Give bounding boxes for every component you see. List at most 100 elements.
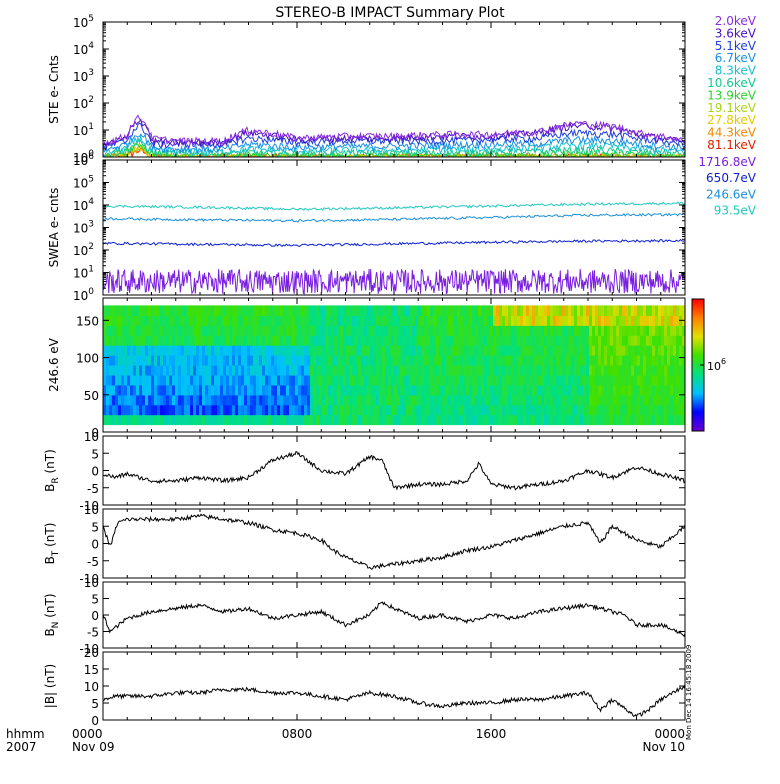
heatmap-cell: [427, 335, 431, 346]
heatmap-cell: [439, 384, 443, 396]
heatmap-cell: [442, 404, 446, 416]
heatmap-cell: [130, 384, 134, 396]
heatmap-cell: [451, 384, 455, 396]
heatmap-cell: [169, 384, 173, 396]
heatmap-cell: [631, 394, 635, 406]
heatmap-cell: [304, 404, 308, 416]
heatmap-cell: [328, 325, 332, 336]
heatmap-cell: [547, 325, 551, 336]
ste-legend-item: 10.6keV: [707, 76, 757, 90]
heatmap-cell: [469, 374, 473, 386]
heatmap-cell: [106, 414, 110, 426]
heatmap-cell: [499, 414, 503, 426]
heatmap-cell: [136, 315, 140, 326]
heatmap-cell: [376, 414, 380, 426]
heatmap-cell: [406, 315, 410, 326]
heatmap-cell: [406, 384, 410, 396]
heatmap-cell: [145, 404, 149, 416]
heatmap-cell: [136, 404, 140, 416]
heatmap-cell: [277, 345, 281, 356]
heatmap-cell: [274, 374, 278, 386]
heatmap-cell: [397, 374, 401, 386]
heatmap-cell: [439, 365, 443, 376]
heatmap-cell: [340, 305, 344, 316]
y-tick-label: 105: [73, 14, 94, 30]
heatmap-cell: [226, 374, 230, 386]
heatmap-cell: [283, 394, 287, 406]
heatmap-cell: [535, 345, 539, 356]
heatmap-cell: [613, 414, 617, 426]
heatmap-cell: [205, 374, 209, 386]
heatmap-cell: [196, 335, 200, 346]
heatmap-cell: [208, 305, 212, 316]
ste-legend-item: 27.8keV: [707, 113, 757, 127]
heatmap-cell: [220, 315, 224, 326]
heatmap-cell: [196, 414, 200, 426]
swea-line-246.6eV: [103, 212, 685, 223]
ste-legend-item: 6.7keV: [715, 51, 757, 65]
heatmap-cell: [664, 315, 668, 326]
heatmap-cell: [292, 325, 296, 336]
heatmap-cell: [421, 325, 425, 336]
heatmap-cell: [133, 374, 137, 386]
heatmap-cell: [610, 335, 614, 346]
heatmap-cell: [571, 414, 575, 426]
heatmap-cell: [151, 404, 155, 416]
heatmap-cell: [244, 335, 248, 346]
heatmap-cell: [154, 345, 158, 356]
heatmap-cell: [250, 325, 254, 336]
tick-base: 10: [73, 222, 88, 236]
heatmap-cell: [268, 305, 272, 316]
heatmap-cell: [487, 404, 491, 416]
heatmap-cell: [448, 404, 452, 416]
ylabel-unit: (nT): [43, 449, 57, 477]
heatmap-cell: [430, 315, 434, 326]
tick-exp: 1: [88, 122, 94, 132]
heatmap-cell: [148, 355, 152, 366]
heatmap-cell: [442, 365, 446, 376]
heatmap-cell: [271, 305, 275, 316]
heatmap-cell: [223, 414, 227, 426]
heatmap-cell: [130, 345, 134, 356]
heatmap-cell: [385, 414, 389, 426]
heatmap-cell: [217, 365, 221, 376]
heatmap-cell: [166, 325, 170, 336]
heatmap-cell: [679, 345, 683, 356]
heatmap-cell: [238, 335, 242, 346]
heatmap-cell: [370, 305, 374, 316]
heatmap-cell: [346, 325, 350, 336]
ste-legend-item: 81.1keV: [707, 138, 757, 152]
heatmap-cell: [544, 355, 548, 366]
heatmap-cell: [496, 394, 500, 406]
heatmap-cell: [523, 404, 527, 416]
heatmap-cell: [340, 345, 344, 356]
heatmap-cell: [298, 414, 302, 426]
heatmap-cell: [214, 355, 218, 366]
heatmap-cell: [268, 404, 272, 416]
heatmap-cell: [517, 325, 521, 336]
heatmap-cell: [358, 335, 362, 346]
heatmap-cell: [415, 355, 419, 366]
heatmap-cell: [622, 355, 626, 366]
heatmap-cell: [397, 305, 401, 316]
heatmap-cell: [595, 384, 599, 396]
heatmap-cell: [364, 355, 368, 366]
heatmap-cell: [559, 335, 563, 346]
heatmap-cell: [250, 365, 254, 376]
heatmap-cell: [274, 305, 278, 316]
heatmap-cell: [373, 404, 377, 416]
heatmap-cell: [559, 305, 563, 316]
heatmap-cell: [541, 335, 545, 346]
heatmap-cell: [505, 394, 509, 406]
heatmap-cell: [172, 365, 176, 376]
heatmap-cell: [316, 355, 320, 366]
heatmap-cell: [577, 365, 581, 376]
heatmap-cell: [466, 335, 470, 346]
heatmap-cell: [424, 335, 428, 346]
heatmap-cell: [418, 374, 422, 386]
heatmap-cell: [481, 414, 485, 426]
heatmap-cell: [682, 404, 685, 416]
heatmap-cell: [343, 335, 347, 346]
heatmap-cell: [472, 305, 476, 316]
heatmap-cell: [649, 414, 653, 426]
